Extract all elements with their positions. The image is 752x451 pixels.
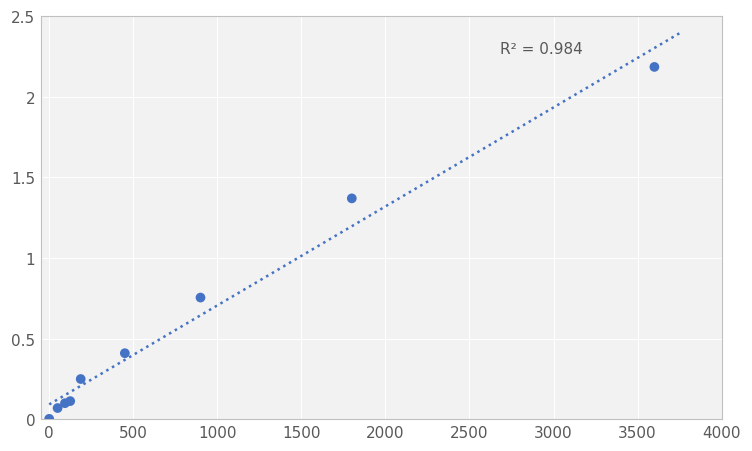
Point — [119, 350, 131, 357]
Point — [74, 376, 86, 383]
Point — [648, 64, 660, 71]
Text: R² = 0.984: R² = 0.984 — [500, 42, 583, 57]
Point — [59, 400, 71, 407]
Point — [43, 415, 55, 423]
Point — [64, 398, 76, 405]
Point — [195, 295, 207, 302]
Point — [346, 195, 358, 202]
Point — [52, 405, 64, 412]
